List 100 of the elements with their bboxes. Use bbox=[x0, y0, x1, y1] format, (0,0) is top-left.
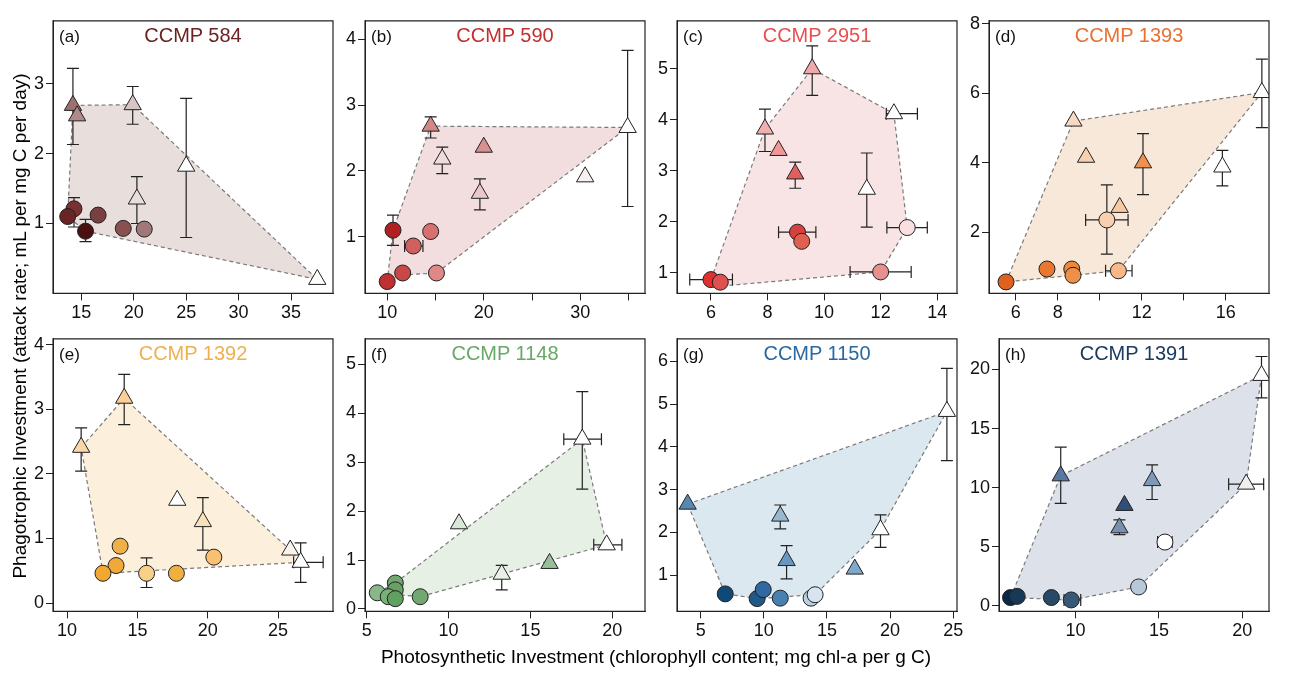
x-tick-label: 20 bbox=[123, 302, 144, 323]
point bbox=[94, 564, 112, 582]
x-tick-label: 8 bbox=[1052, 302, 1063, 323]
point bbox=[1252, 82, 1269, 99]
x-tick-label: 8 bbox=[762, 302, 773, 323]
point bbox=[793, 232, 811, 250]
y-tick-label: 5 bbox=[980, 535, 991, 556]
y-tick-label: 4 bbox=[970, 151, 981, 172]
x-tick-label: 35 bbox=[281, 302, 302, 323]
point bbox=[803, 58, 822, 75]
x-tick-label: 15 bbox=[127, 620, 148, 641]
point bbox=[857, 178, 876, 195]
x-tick-label: 10 bbox=[57, 620, 78, 641]
x-tick-label: 20 bbox=[1232, 620, 1253, 641]
annotation: (b) bbox=[371, 26, 392, 46]
point bbox=[711, 273, 729, 291]
point bbox=[755, 118, 775, 135]
y-tick-label: 6 bbox=[658, 350, 669, 371]
y-tick-label: 3 bbox=[658, 478, 669, 499]
point bbox=[1008, 587, 1026, 605]
y-tick-label: 4 bbox=[658, 108, 669, 129]
y-tick-label: 3 bbox=[34, 72, 45, 93]
x-tick-label: 15 bbox=[520, 620, 541, 641]
x-tick-label: 30 bbox=[570, 302, 591, 323]
point bbox=[111, 537, 129, 555]
x-tick-label: 15 bbox=[71, 302, 92, 323]
y-tick-label: 1 bbox=[346, 548, 357, 569]
x-tick-label: 16 bbox=[1215, 302, 1236, 323]
y-tick-label: 0 bbox=[980, 594, 991, 615]
y-tick-label: 3 bbox=[658, 159, 669, 180]
y-tick-label: 10 bbox=[969, 476, 991, 497]
point bbox=[1064, 266, 1082, 284]
x-tick-label: 10 bbox=[1065, 620, 1086, 641]
x-tick-label: 15 bbox=[1148, 620, 1169, 641]
point bbox=[281, 539, 300, 556]
point bbox=[59, 208, 77, 226]
x-tick-label: 10 bbox=[753, 620, 774, 641]
point bbox=[997, 273, 1015, 291]
y-tick-label: 1 bbox=[658, 261, 669, 282]
point bbox=[872, 263, 890, 281]
point bbox=[1109, 262, 1127, 280]
point bbox=[1038, 260, 1056, 278]
point bbox=[177, 155, 196, 172]
point bbox=[71, 436, 91, 453]
y-tick-label: 4 bbox=[346, 402, 357, 423]
y-tick-label: 2 bbox=[970, 221, 981, 242]
x-tick-label: 14 bbox=[927, 302, 948, 323]
y-tick-label: 8 bbox=[970, 12, 981, 33]
y-tick-label: 2 bbox=[658, 210, 669, 231]
y-tick-label: 1 bbox=[658, 564, 669, 585]
chart-title: CCMP 1392 bbox=[138, 342, 248, 365]
chart-title: CCMP 2951 bbox=[762, 24, 872, 47]
y-tick-label: 2 bbox=[658, 521, 669, 542]
y-tick-label: 5 bbox=[658, 57, 669, 78]
annotation: (g) bbox=[683, 344, 704, 364]
chart-title: CCMP 1150 bbox=[763, 342, 871, 365]
annotation: (h) bbox=[1005, 344, 1026, 364]
x-axis-title: Photosynthetic Investment (chlorophyll content; mg chl-a per g C) bbox=[379, 646, 933, 668]
y-tick-label: 3 bbox=[34, 398, 45, 419]
chart-title: CCMP 1393 bbox=[1074, 24, 1184, 47]
point bbox=[1130, 578, 1148, 596]
annotation: (c) bbox=[683, 26, 703, 46]
x-tick-label: 12 bbox=[870, 302, 891, 323]
point bbox=[114, 219, 132, 237]
y-axis-title: Phagotrophic Investment (attack rate; mL per mg C per day) bbox=[9, 73, 31, 579]
point bbox=[1213, 156, 1232, 173]
point bbox=[1098, 211, 1116, 229]
x-tick-label: 10 bbox=[438, 620, 459, 641]
y-tick-label: 1 bbox=[34, 212, 45, 233]
y-tick-label: 2 bbox=[34, 142, 45, 163]
point bbox=[1051, 465, 1070, 482]
point bbox=[1064, 110, 1083, 127]
y-tick-label: 0 bbox=[346, 597, 357, 618]
x-tick-label: 5 bbox=[695, 620, 706, 641]
point bbox=[107, 557, 125, 575]
y-tick-label: 4 bbox=[346, 28, 357, 49]
y-tick-label: 0 bbox=[34, 591, 45, 612]
x-tick-label: 25 bbox=[176, 302, 197, 323]
y-tick-label: 4 bbox=[34, 333, 45, 354]
point bbox=[769, 139, 788, 156]
y-tick-label: 2 bbox=[34, 462, 45, 483]
x-tick-label: 6 bbox=[1010, 302, 1021, 323]
point bbox=[123, 94, 142, 111]
point bbox=[167, 564, 185, 582]
point bbox=[115, 387, 134, 404]
y-tick-label: 3 bbox=[346, 94, 357, 115]
x-tick-label: 10 bbox=[377, 302, 398, 323]
point bbox=[1115, 494, 1134, 511]
point bbox=[1133, 152, 1153, 169]
point bbox=[89, 206, 107, 224]
point bbox=[67, 105, 87, 122]
point bbox=[205, 548, 223, 566]
point bbox=[1042, 589, 1060, 607]
point bbox=[1142, 470, 1162, 487]
annotation: (d) bbox=[995, 26, 1016, 46]
y-tick-label: 5 bbox=[346, 353, 357, 374]
y-tick-label: 20 bbox=[969, 358, 991, 379]
y-tick-label: 4 bbox=[658, 435, 669, 456]
y-tick-label: 5 bbox=[658, 393, 669, 414]
point bbox=[77, 222, 95, 240]
